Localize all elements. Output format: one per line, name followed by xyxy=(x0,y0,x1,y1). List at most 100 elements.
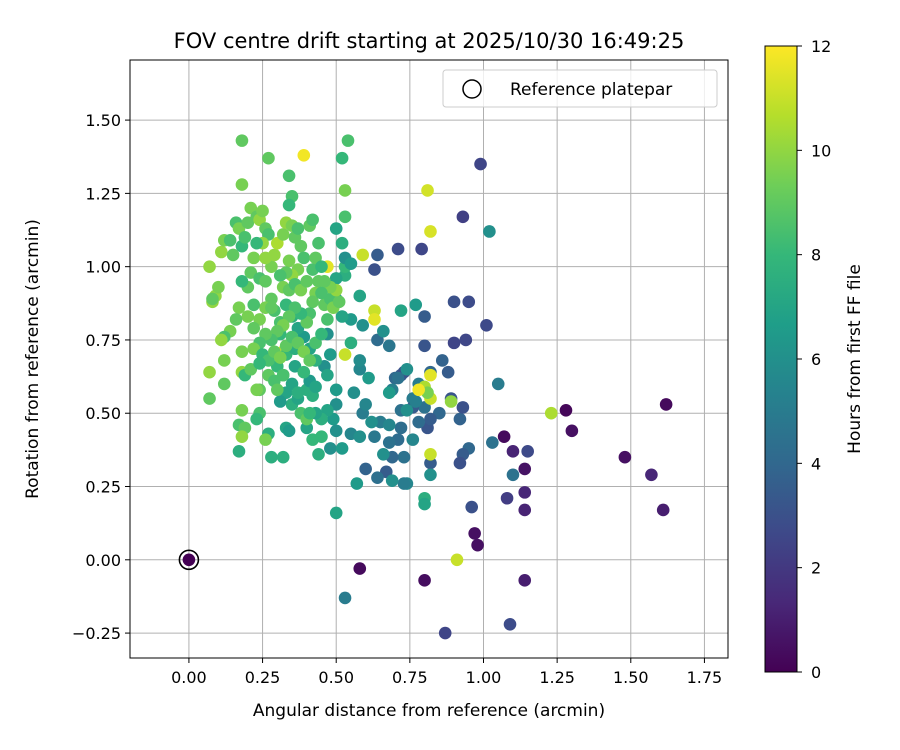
data-point xyxy=(382,339,396,353)
data-point xyxy=(400,403,414,417)
data-point xyxy=(483,225,496,238)
data-point xyxy=(456,210,470,224)
data-point xyxy=(465,500,479,514)
data-point xyxy=(338,348,352,361)
data-point xyxy=(297,251,311,265)
data-point xyxy=(241,216,255,229)
data-point xyxy=(338,184,352,197)
data-point xyxy=(306,213,319,227)
x-tick-label: 1.50 xyxy=(613,668,649,687)
data-point xyxy=(438,626,452,640)
data-points xyxy=(182,134,673,640)
data-point xyxy=(518,486,532,499)
data-point xyxy=(474,157,487,171)
data-point xyxy=(276,450,290,464)
grid-lines xyxy=(130,60,728,658)
data-point xyxy=(291,222,305,235)
data-point xyxy=(447,336,461,350)
data-point xyxy=(335,442,349,455)
y-tick-label: 0.25 xyxy=(85,478,121,497)
data-point xyxy=(315,286,328,300)
data-point xyxy=(335,310,349,323)
data-point xyxy=(506,445,520,458)
data-point xyxy=(206,292,219,306)
data-point xyxy=(353,289,367,303)
data-point xyxy=(282,254,296,268)
x-axis-label: Angular distance from reference (arcmin) xyxy=(253,701,605,721)
data-point xyxy=(447,295,461,309)
data-point xyxy=(433,406,446,420)
data-point xyxy=(232,301,246,315)
data-point xyxy=(382,436,396,449)
legend-box xyxy=(442,69,718,108)
data-point xyxy=(506,468,520,482)
y-tick-label: 1.00 xyxy=(85,258,121,277)
data-point xyxy=(282,424,296,438)
colorbar-tick-label: 2 xyxy=(811,559,821,578)
data-point xyxy=(441,365,455,379)
data-point xyxy=(217,377,231,391)
data-point xyxy=(247,321,261,335)
data-point xyxy=(453,412,467,426)
data-point xyxy=(347,386,361,400)
data-point xyxy=(497,430,511,443)
data-point xyxy=(335,236,349,250)
data-point xyxy=(235,403,249,417)
data-point xyxy=(462,295,476,309)
data-point xyxy=(324,442,337,455)
data-point xyxy=(332,295,346,309)
data-point xyxy=(368,304,381,317)
data-point xyxy=(259,251,272,265)
data-point xyxy=(253,357,266,370)
data-point xyxy=(444,395,458,408)
data-point xyxy=(518,503,532,517)
data-point xyxy=(418,574,431,587)
data-point xyxy=(247,298,261,312)
x-tick-label: 0.00 xyxy=(171,668,207,687)
data-point xyxy=(394,304,408,317)
data-point xyxy=(565,424,579,438)
data-point xyxy=(259,433,272,446)
data-point xyxy=(418,497,431,511)
data-point xyxy=(229,313,243,326)
data-point xyxy=(312,447,325,461)
data-point xyxy=(397,450,411,464)
data-point xyxy=(424,368,437,382)
data-point xyxy=(382,418,396,432)
data-point xyxy=(270,383,284,397)
data-point xyxy=(424,412,437,426)
chart-title: FOV centre drift starting at 2025/10/30 … xyxy=(174,29,685,53)
data-point xyxy=(215,245,228,259)
data-point xyxy=(391,371,405,385)
data-point xyxy=(203,365,216,379)
colorbar-tick-label: 8 xyxy=(811,246,821,265)
colorbar: 0 2 4 6 8 10 12 Hours from first FF file xyxy=(764,37,865,682)
colorbar-tick-label: 12 xyxy=(811,37,831,56)
colorbar-tick-label: 4 xyxy=(811,454,821,473)
data-point xyxy=(235,275,249,288)
data-point xyxy=(468,527,481,540)
data-point xyxy=(244,266,258,279)
y-axis-ticks: −0.25 0.00 0.25 0.50 0.75 1.00 1.25 1.50 xyxy=(72,111,130,643)
data-point xyxy=(315,327,328,341)
data-point xyxy=(359,462,372,476)
data-point xyxy=(262,151,275,165)
data-point xyxy=(203,260,216,273)
data-point xyxy=(338,591,352,605)
data-point xyxy=(359,398,372,411)
data-point xyxy=(250,383,263,397)
reference-point xyxy=(178,549,200,571)
data-point xyxy=(618,450,632,464)
data-point xyxy=(288,360,302,373)
y-tick-label: 1.50 xyxy=(85,111,121,130)
data-point xyxy=(518,574,532,587)
data-point xyxy=(273,395,287,408)
data-point xyxy=(353,430,367,443)
data-point xyxy=(368,430,381,443)
x-tick-label: 0.50 xyxy=(318,668,354,687)
data-point xyxy=(247,251,261,265)
data-point xyxy=(265,301,278,315)
legend-marker-open-circle xyxy=(462,79,482,99)
colorbar-ticks: 0 2 4 6 8 10 12 xyxy=(797,37,831,682)
